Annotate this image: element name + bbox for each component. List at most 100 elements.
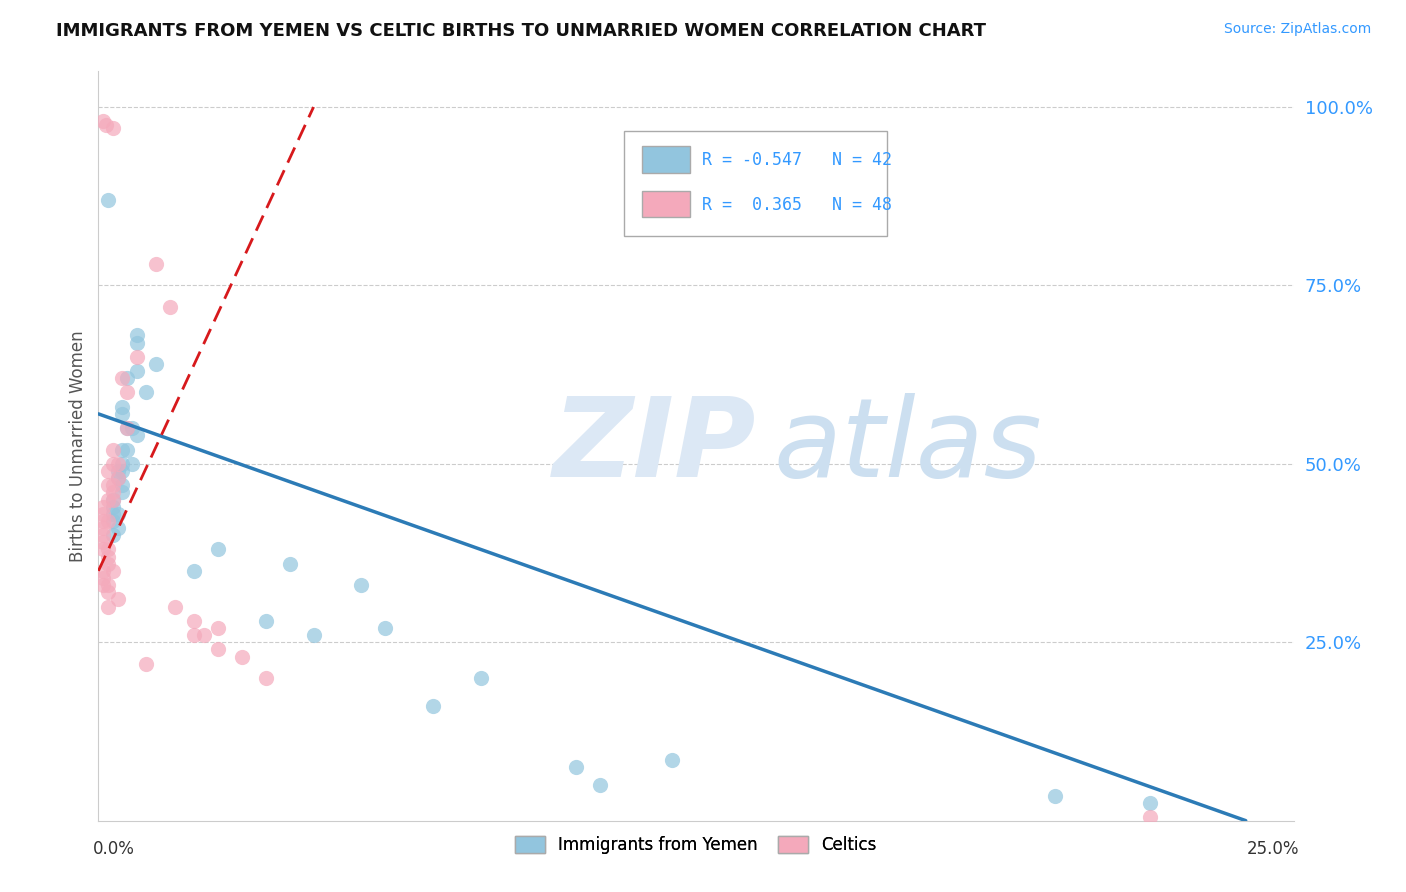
Y-axis label: Births to Unmarried Women: Births to Unmarried Women <box>69 330 87 562</box>
Point <box>107 464 129 478</box>
Point <box>111 478 134 492</box>
Point <box>207 542 229 557</box>
Text: ZIP: ZIP <box>553 392 756 500</box>
Point <box>107 507 129 521</box>
Point <box>374 621 396 635</box>
Point <box>107 592 129 607</box>
Point <box>470 671 492 685</box>
Point <box>97 599 120 614</box>
Legend: Immigrants from Yemen, Celtics: Immigrants from Yemen, Celtics <box>509 830 883 861</box>
Point <box>101 528 124 542</box>
Point <box>125 364 148 378</box>
Text: Source: ZipAtlas.com: Source: ZipAtlas.com <box>1223 22 1371 37</box>
Bar <box>643 146 690 172</box>
Point <box>422 699 444 714</box>
Point <box>145 357 167 371</box>
Point <box>183 628 205 642</box>
Point <box>97 478 120 492</box>
Point <box>91 578 114 592</box>
Point <box>101 478 124 492</box>
Point <box>111 457 134 471</box>
Point <box>101 442 124 457</box>
Point <box>97 549 120 564</box>
Point <box>101 492 124 507</box>
Point <box>97 193 120 207</box>
Point <box>145 257 167 271</box>
Point <box>91 521 114 535</box>
Point <box>115 371 138 385</box>
Point <box>107 471 129 485</box>
Point <box>101 507 124 521</box>
Point <box>91 514 114 528</box>
Point <box>135 657 157 671</box>
Point <box>101 492 124 507</box>
FancyBboxPatch shape <box>624 131 887 236</box>
Point <box>91 542 114 557</box>
Point <box>97 542 120 557</box>
Point <box>107 471 129 485</box>
Point <box>94 118 117 132</box>
Point <box>91 528 114 542</box>
Point <box>111 371 134 385</box>
Point <box>1043 789 1066 803</box>
Point <box>91 500 114 514</box>
Point <box>254 671 277 685</box>
Point <box>125 328 148 343</box>
Point <box>97 578 120 592</box>
Point <box>97 585 120 599</box>
Point <box>302 628 325 642</box>
Text: atlas: atlas <box>773 392 1042 500</box>
Point <box>121 457 143 471</box>
Point <box>350 578 373 592</box>
Point <box>661 753 683 767</box>
Point <box>101 485 124 500</box>
Point <box>111 464 134 478</box>
Point <box>101 457 124 471</box>
Point <box>589 778 612 792</box>
Point <box>183 564 205 578</box>
Point <box>565 760 588 774</box>
Point <box>97 492 120 507</box>
Point <box>163 599 186 614</box>
Point <box>207 621 229 635</box>
Point <box>125 335 148 350</box>
Point <box>115 421 138 435</box>
Point <box>101 121 124 136</box>
Text: R = -0.547   N = 42: R = -0.547 N = 42 <box>702 151 891 169</box>
Point <box>91 535 114 549</box>
Point <box>91 507 114 521</box>
Point <box>111 485 134 500</box>
Point <box>101 564 124 578</box>
Point <box>111 400 134 414</box>
Point <box>107 521 129 535</box>
Bar <box>643 191 690 218</box>
Point <box>101 514 124 528</box>
Point <box>97 557 120 571</box>
Point <box>115 385 138 400</box>
Point <box>183 614 205 628</box>
Point <box>121 421 143 435</box>
Point <box>1139 796 1161 810</box>
Point <box>159 300 181 314</box>
Point <box>91 564 114 578</box>
Point <box>97 514 120 528</box>
Point <box>101 500 124 514</box>
Point <box>125 428 148 442</box>
Text: R =  0.365   N = 48: R = 0.365 N = 48 <box>702 195 891 214</box>
Point <box>111 407 134 421</box>
Point <box>254 614 277 628</box>
Point <box>193 628 215 642</box>
Point <box>231 649 253 664</box>
Text: 25.0%: 25.0% <box>1247 840 1299 858</box>
Point <box>1139 810 1161 824</box>
Point <box>278 557 301 571</box>
Point <box>207 642 229 657</box>
Point <box>115 442 138 457</box>
Point <box>125 350 148 364</box>
Point <box>115 421 138 435</box>
Text: 0.0%: 0.0% <box>93 840 135 858</box>
Point <box>135 385 157 400</box>
Text: IMMIGRANTS FROM YEMEN VS CELTIC BIRTHS TO UNMARRIED WOMEN CORRELATION CHART: IMMIGRANTS FROM YEMEN VS CELTIC BIRTHS T… <box>56 22 986 40</box>
Point <box>97 464 120 478</box>
Point <box>111 442 134 457</box>
